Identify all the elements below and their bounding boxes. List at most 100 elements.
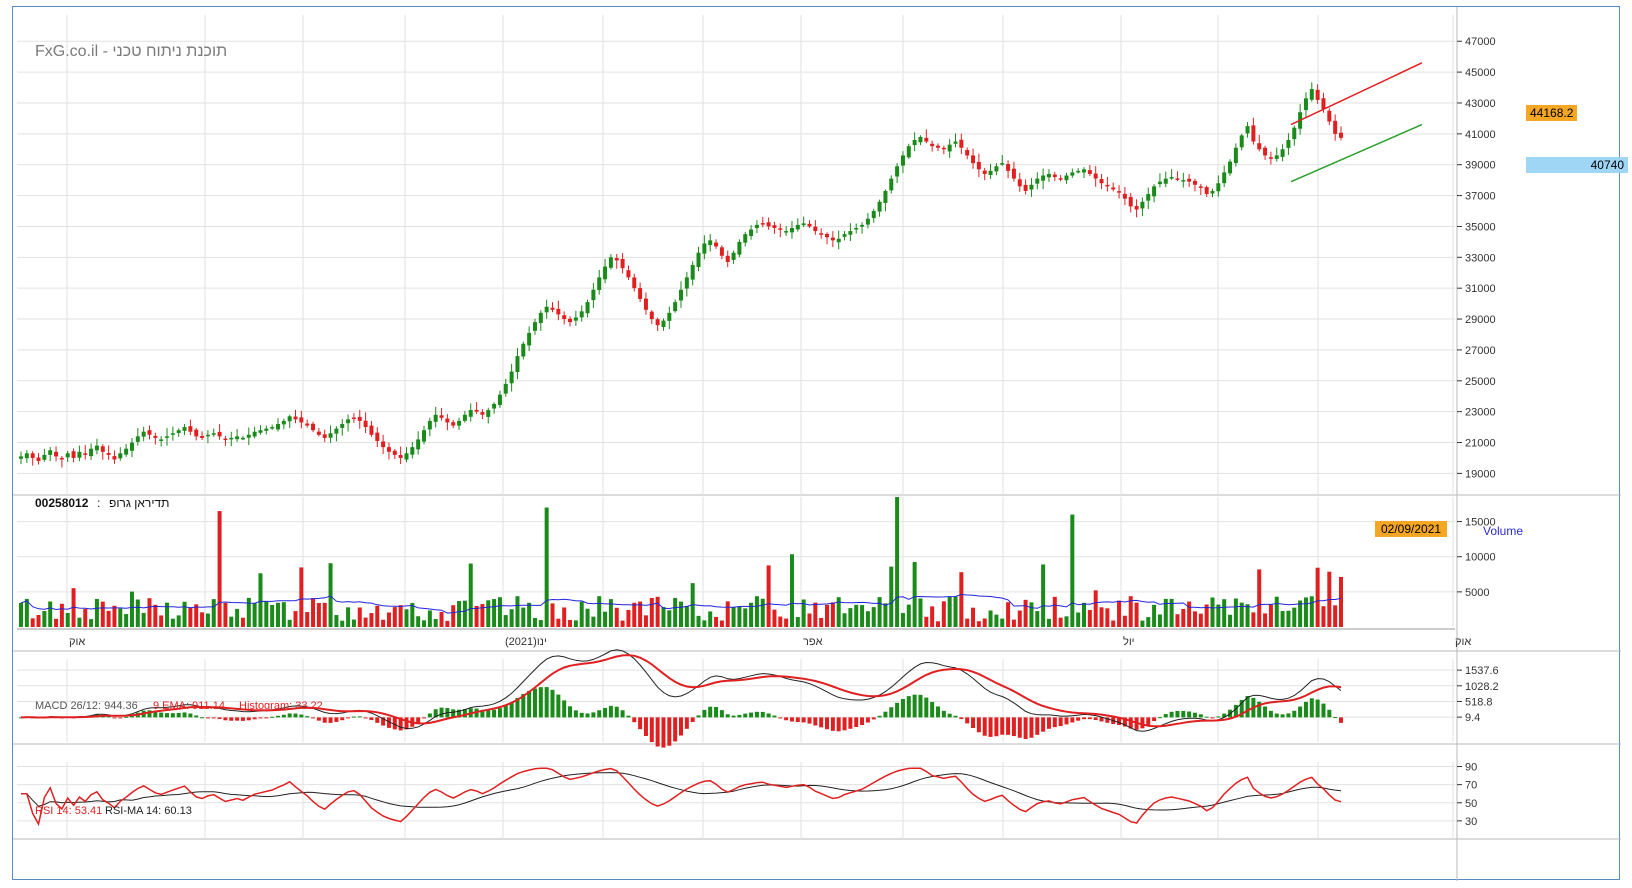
macd-histogram-bar bbox=[1082, 717, 1087, 720]
volume-bar bbox=[1169, 598, 1174, 627]
volume-bar bbox=[439, 611, 444, 627]
volume-bar bbox=[1093, 590, 1098, 627]
macd-histogram-bar bbox=[1117, 717, 1122, 726]
price-tick-label: 25000 bbox=[1465, 376, 1496, 388]
macd-histogram-bar bbox=[1192, 712, 1197, 718]
volume-bar bbox=[725, 601, 730, 627]
macd-histogram-bar bbox=[1157, 717, 1162, 719]
volume-bar bbox=[1204, 604, 1209, 627]
candle-body bbox=[48, 450, 53, 455]
volume-bar bbox=[860, 605, 865, 627]
macd-histogram-bar bbox=[760, 711, 765, 718]
chart-canvas[interactable]: 47000 45000 43000 41000 39000 37000 35000 33000… bbox=[13, 7, 1621, 881]
volume-bar bbox=[1122, 615, 1127, 627]
candle-body bbox=[889, 178, 894, 191]
volume-bar bbox=[719, 620, 724, 627]
volume-bar bbox=[608, 599, 613, 627]
macd-histogram-bar bbox=[941, 710, 946, 718]
candle-body bbox=[597, 277, 602, 290]
macd-histogram-bar bbox=[865, 717, 870, 723]
volume-bar bbox=[118, 608, 123, 627]
volume-bar bbox=[445, 620, 450, 627]
volume-bar bbox=[165, 602, 170, 627]
volume-bar bbox=[1222, 599, 1227, 627]
candle-body bbox=[1017, 179, 1022, 187]
candle-body bbox=[316, 431, 321, 435]
macd-histogram-bar bbox=[346, 717, 351, 719]
candle-body bbox=[351, 417, 356, 420]
volume-bar bbox=[1257, 569, 1262, 627]
macd-histogram-bar bbox=[112, 717, 117, 719]
volume-bar bbox=[427, 610, 432, 627]
price-tick-label: 39000 bbox=[1465, 160, 1496, 172]
candle-body bbox=[480, 412, 485, 415]
candle-body bbox=[328, 433, 333, 438]
candle-body bbox=[322, 434, 327, 438]
time-tick-label: אפר bbox=[803, 636, 823, 648]
candle-body bbox=[246, 434, 251, 438]
macd-histogram-bar bbox=[935, 706, 940, 718]
macd-histogram-bar bbox=[1041, 717, 1046, 732]
candle-body bbox=[386, 447, 391, 452]
macd-histogram-bar bbox=[1321, 703, 1326, 718]
volume-bar bbox=[918, 598, 923, 627]
volume-bar bbox=[1000, 618, 1005, 627]
macd-histogram-bar bbox=[1029, 717, 1034, 738]
candle-body bbox=[1321, 98, 1326, 110]
macd-histogram-bar bbox=[275, 715, 280, 718]
macd-histogram-bar bbox=[994, 717, 999, 737]
candle-body bbox=[532, 322, 537, 331]
candle-body bbox=[1146, 194, 1151, 201]
volume-bar bbox=[486, 600, 491, 627]
macd-histogram-bar bbox=[270, 716, 275, 718]
volume-bar bbox=[895, 497, 900, 627]
macd-histogram-bar bbox=[258, 717, 263, 719]
chart-frame: 47000 45000 43000 41000 39000 37000 35000 33000… bbox=[12, 6, 1628, 881]
volume-bar bbox=[433, 619, 438, 627]
candle-body bbox=[1192, 180, 1197, 185]
candle-body bbox=[848, 231, 853, 235]
macd-signal-line bbox=[20, 654, 1342, 728]
candle-body bbox=[381, 441, 386, 448]
volume-bar bbox=[386, 612, 391, 627]
macd-histogram-bar bbox=[690, 717, 695, 722]
volume-bar bbox=[935, 621, 940, 627]
candle-body bbox=[749, 229, 754, 237]
volume-bar bbox=[1117, 600, 1122, 627]
macd-tick-label: 1028.2 bbox=[1465, 681, 1499, 693]
candle-body bbox=[135, 436, 140, 442]
candle-body bbox=[19, 456, 23, 459]
volume-bar bbox=[188, 607, 193, 627]
candle-body bbox=[725, 255, 730, 262]
macd-histogram-bar bbox=[679, 717, 683, 736]
candle-body bbox=[515, 356, 520, 373]
macd-histogram-bar bbox=[556, 694, 561, 718]
volume-bar bbox=[83, 609, 88, 627]
macd-histogram-bar bbox=[1122, 717, 1127, 727]
macd-histogram-bar bbox=[509, 702, 514, 718]
macd-histogram-bar bbox=[982, 717, 987, 736]
volume-bar bbox=[392, 607, 397, 627]
macd-histogram-bar bbox=[532, 688, 537, 718]
macd-histogram-bar bbox=[550, 689, 555, 718]
candle-body bbox=[106, 452, 111, 455]
candle-body bbox=[784, 231, 789, 233]
candle-body bbox=[112, 456, 117, 460]
volume-bar bbox=[830, 602, 835, 627]
macd-histogram-bar bbox=[807, 717, 812, 724]
volume-bar bbox=[100, 601, 105, 627]
volume-tick-label: 10000 bbox=[1465, 552, 1496, 564]
volume-bar bbox=[1017, 610, 1022, 627]
candle-body bbox=[486, 410, 491, 417]
volume-bar bbox=[422, 620, 427, 627]
volume-bar bbox=[591, 616, 596, 627]
candle-body bbox=[1128, 196, 1133, 207]
candle-body bbox=[229, 437, 234, 440]
macd-histogram-bar bbox=[1280, 714, 1285, 718]
volume-bar bbox=[328, 563, 333, 627]
macd-histogram-bar bbox=[159, 712, 164, 718]
macd-histogram-bar bbox=[1076, 717, 1081, 721]
volume-bar bbox=[194, 604, 199, 627]
candle-body bbox=[1280, 149, 1285, 157]
price-tick-label: 33000 bbox=[1465, 252, 1496, 264]
